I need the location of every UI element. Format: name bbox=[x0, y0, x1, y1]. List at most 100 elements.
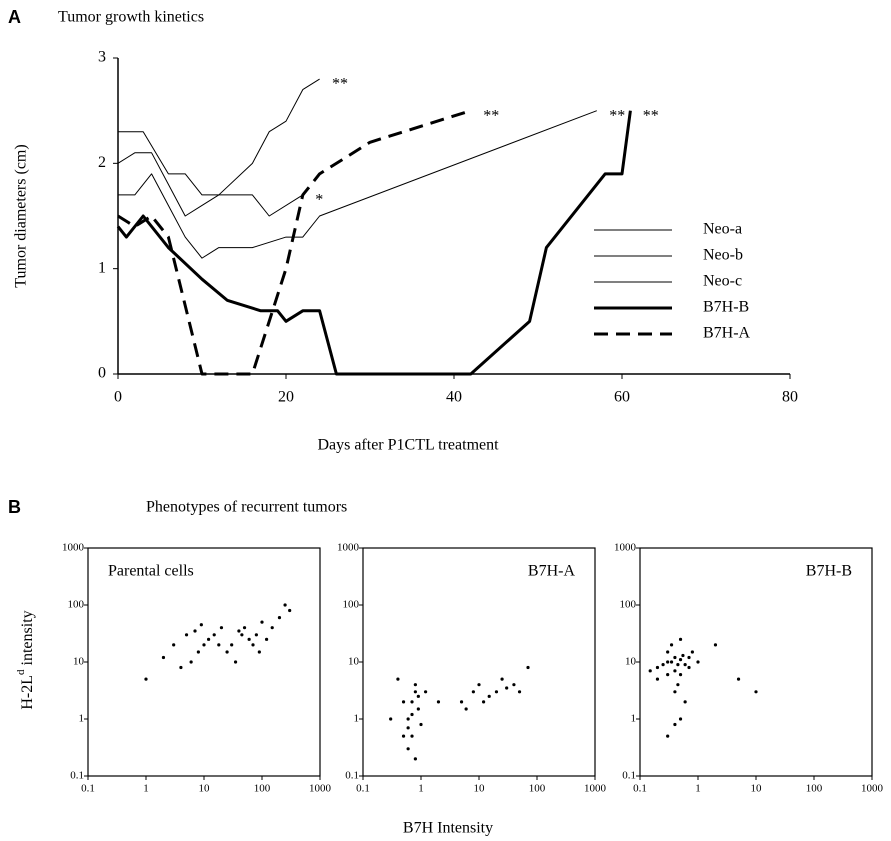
x-tick-label: 0.1 bbox=[81, 783, 95, 795]
point bbox=[416, 707, 420, 711]
y-tick-label: 1 bbox=[98, 259, 106, 276]
point bbox=[212, 633, 216, 637]
point bbox=[419, 722, 423, 727]
point bbox=[655, 677, 660, 681]
annotation: ** bbox=[643, 107, 659, 124]
x-tick-label: 0.1 bbox=[356, 783, 370, 795]
point bbox=[713, 643, 718, 647]
panel-name: B7H-B bbox=[806, 563, 852, 580]
point bbox=[240, 633, 244, 637]
point bbox=[413, 683, 417, 687]
chart-title: Phenotypes of recurrent tumors bbox=[146, 499, 347, 516]
point bbox=[673, 655, 677, 660]
y-axis-label-rest: intensity bbox=[19, 610, 36, 669]
x-tick-label: 1000 bbox=[309, 783, 332, 795]
point bbox=[648, 669, 652, 673]
line bbox=[116, 110, 632, 376]
point bbox=[736, 677, 741, 681]
point bbox=[184, 633, 189, 637]
point bbox=[666, 650, 670, 654]
x-tick-label: 10 bbox=[199, 783, 211, 795]
legend-label: B7H-B bbox=[703, 299, 749, 316]
point bbox=[161, 655, 166, 660]
y-tick-label: 10 bbox=[73, 656, 85, 668]
point bbox=[690, 650, 694, 654]
point bbox=[494, 690, 499, 694]
point bbox=[260, 620, 264, 624]
panel-name: Parental cells bbox=[108, 563, 194, 580]
x-tick-label: 40 bbox=[446, 389, 462, 406]
point bbox=[666, 734, 670, 738]
plot-frame bbox=[362, 547, 596, 777]
point bbox=[661, 663, 665, 667]
point bbox=[193, 629, 197, 633]
point bbox=[678, 658, 683, 662]
y-tick-label: 1000 bbox=[614, 542, 637, 554]
point bbox=[696, 660, 700, 664]
point bbox=[288, 608, 292, 613]
x-tick-label: 80 bbox=[782, 389, 798, 406]
y-tick-label: 100 bbox=[620, 599, 637, 611]
point bbox=[669, 660, 674, 664]
plot-frame bbox=[87, 547, 321, 777]
y-axis-label-sup: d bbox=[15, 669, 27, 675]
point bbox=[410, 734, 414, 738]
x-tick-label: 100 bbox=[806, 783, 823, 795]
point bbox=[423, 690, 428, 694]
point bbox=[754, 690, 758, 694]
plot-frame bbox=[639, 547, 873, 777]
y-tick-label: 0.1 bbox=[70, 770, 84, 782]
point bbox=[666, 673, 670, 677]
panel-letter: A bbox=[8, 7, 21, 27]
point bbox=[477, 683, 481, 687]
point bbox=[189, 660, 193, 664]
point bbox=[254, 633, 258, 637]
x-tick-label: 1 bbox=[418, 783, 424, 795]
point bbox=[673, 722, 677, 727]
y-axis-label-main: H-2L bbox=[19, 675, 36, 710]
x-tick-label: 20 bbox=[278, 389, 294, 406]
point bbox=[676, 663, 680, 667]
x-tick-label: 0 bbox=[114, 389, 122, 406]
point bbox=[666, 660, 670, 664]
x-tick-label: 1 bbox=[695, 783, 701, 795]
point bbox=[687, 655, 691, 660]
point bbox=[202, 643, 206, 647]
y-axis-label: Tumor diameters (cm) bbox=[13, 144, 30, 287]
point bbox=[406, 717, 410, 721]
point bbox=[277, 616, 282, 620]
x-tick-label: 100 bbox=[254, 783, 271, 795]
point bbox=[673, 669, 677, 673]
point bbox=[144, 677, 148, 681]
y-tick-label: 100 bbox=[68, 599, 85, 611]
point bbox=[459, 700, 464, 704]
line bbox=[117, 78, 320, 217]
annotation: ** bbox=[609, 107, 625, 124]
y-tick-label: 1000 bbox=[337, 542, 360, 554]
point bbox=[406, 726, 410, 730]
point bbox=[396, 677, 400, 681]
point bbox=[233, 660, 238, 664]
x-axis-label: Days after P1CTL treatment bbox=[317, 437, 499, 454]
point bbox=[436, 700, 441, 704]
point bbox=[270, 626, 274, 630]
point bbox=[687, 665, 691, 670]
legend-label: Neo-a bbox=[703, 221, 742, 238]
point bbox=[683, 700, 687, 704]
y-tick-label: 2 bbox=[98, 154, 106, 171]
point bbox=[283, 603, 287, 607]
point bbox=[669, 643, 674, 647]
legend-label: Neo-c bbox=[703, 273, 742, 290]
y-tick-label: 10 bbox=[348, 656, 360, 668]
point bbox=[172, 643, 176, 647]
x-tick-label: 1 bbox=[143, 783, 149, 795]
point bbox=[471, 690, 475, 694]
point bbox=[264, 637, 269, 641]
point bbox=[179, 665, 183, 670]
point bbox=[389, 717, 393, 721]
y-tick-label: 3 bbox=[98, 49, 106, 66]
point bbox=[681, 653, 685, 658]
annotation: ** bbox=[483, 107, 499, 124]
